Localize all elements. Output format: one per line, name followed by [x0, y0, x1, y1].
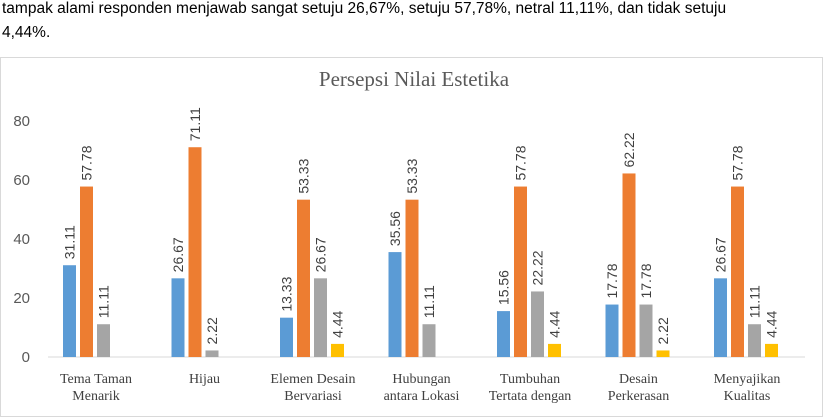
category-label: Kualitas	[724, 389, 771, 404]
data-label: 53.33	[404, 158, 420, 193]
data-label: 2.22	[655, 317, 671, 344]
data-label: 11.11	[747, 285, 763, 318]
data-label: 11.11	[421, 285, 437, 318]
category-label: Tumbuhan	[500, 372, 560, 387]
category-label: Desain	[619, 372, 658, 387]
bar	[639, 304, 653, 357]
paragraph-line-2: 4,44%.	[2, 24, 51, 41]
bar	[622, 173, 636, 357]
data-label: 26.67	[713, 237, 729, 272]
bar	[548, 343, 561, 357]
data-label: 17.78	[638, 263, 654, 298]
bar	[388, 252, 402, 357]
category-label: antara Lokasi	[384, 389, 460, 404]
bar	[331, 343, 344, 357]
bar	[80, 186, 93, 357]
bar	[405, 199, 419, 357]
category-label: Bervariasi	[284, 389, 342, 404]
data-label: 35.56	[387, 211, 403, 246]
y-tick-label: 80	[13, 113, 30, 130]
bar	[514, 186, 527, 357]
y-tick-label: 0	[22, 349, 30, 366]
category-label: Perkerasan	[608, 389, 669, 404]
data-label: 57.78	[79, 145, 95, 180]
y-tick-label: 60	[13, 172, 30, 189]
data-label: 15.56	[496, 270, 512, 305]
bar	[656, 350, 670, 357]
data-label: 4.44	[330, 310, 346, 337]
category-label: Tertata dengan	[489, 389, 572, 404]
y-axis: 0 20 40 60 80	[13, 113, 30, 366]
data-label: 57.78	[513, 145, 529, 180]
bar	[605, 304, 619, 357]
data-label: 22.22	[530, 250, 546, 285]
bar	[497, 311, 510, 357]
bar	[731, 186, 744, 357]
y-tick-label: 20	[13, 290, 30, 307]
paragraph-line-1: tampak alami responden menjawab sangat s…	[2, 0, 727, 17]
data-label: 26.67	[313, 237, 329, 272]
category-label: Elemen Desain	[270, 372, 355, 387]
category-label: Hijau	[189, 372, 220, 387]
data-label: 17.78	[604, 263, 620, 298]
y-tick-label: 40	[13, 231, 30, 248]
bar	[422, 324, 436, 357]
bar	[531, 291, 544, 357]
bar	[714, 278, 727, 357]
bar	[97, 324, 110, 357]
bar	[280, 317, 293, 357]
data-label: 4.44	[764, 310, 780, 337]
bar	[188, 147, 202, 357]
data-label: 62.22	[621, 132, 637, 167]
data-label: 2.22	[204, 317, 220, 344]
category-label: Hubungan	[392, 372, 450, 387]
bar	[748, 324, 761, 357]
category-label: Tema Taman	[60, 372, 132, 387]
data-label: 31.11	[62, 225, 78, 259]
bar	[171, 278, 185, 357]
bar	[63, 265, 76, 357]
data-label: 57.78	[730, 145, 746, 180]
bar	[297, 199, 310, 357]
data-label: 4.44	[547, 310, 563, 337]
data-label: 71.11	[187, 107, 203, 141]
bar	[765, 343, 778, 357]
data-label: 26.67	[170, 237, 186, 272]
chart-title: Persepsi Nilai Estetika	[319, 67, 510, 91]
data-labels: 31.11 57.78 11.11 26.67 71.11 2.22 13.33 53.33 2…	[62, 107, 780, 344]
category-label: Menyajikan	[714, 372, 781, 387]
data-label: 11.11	[96, 285, 112, 318]
bar-chart: Persepsi Nilai Estetika 0 20 40 60 80 31.11 5…	[13, 67, 805, 404]
category-label: Menarik	[72, 389, 119, 404]
data-label: 53.33	[296, 158, 312, 193]
bars	[48, 147, 805, 358]
data-label: 13.33	[279, 276, 295, 311]
category-labels: Tema Taman Menarik Hijau Elemen Desain Berva…	[60, 372, 780, 404]
bar	[205, 350, 219, 357]
bar	[314, 278, 327, 357]
